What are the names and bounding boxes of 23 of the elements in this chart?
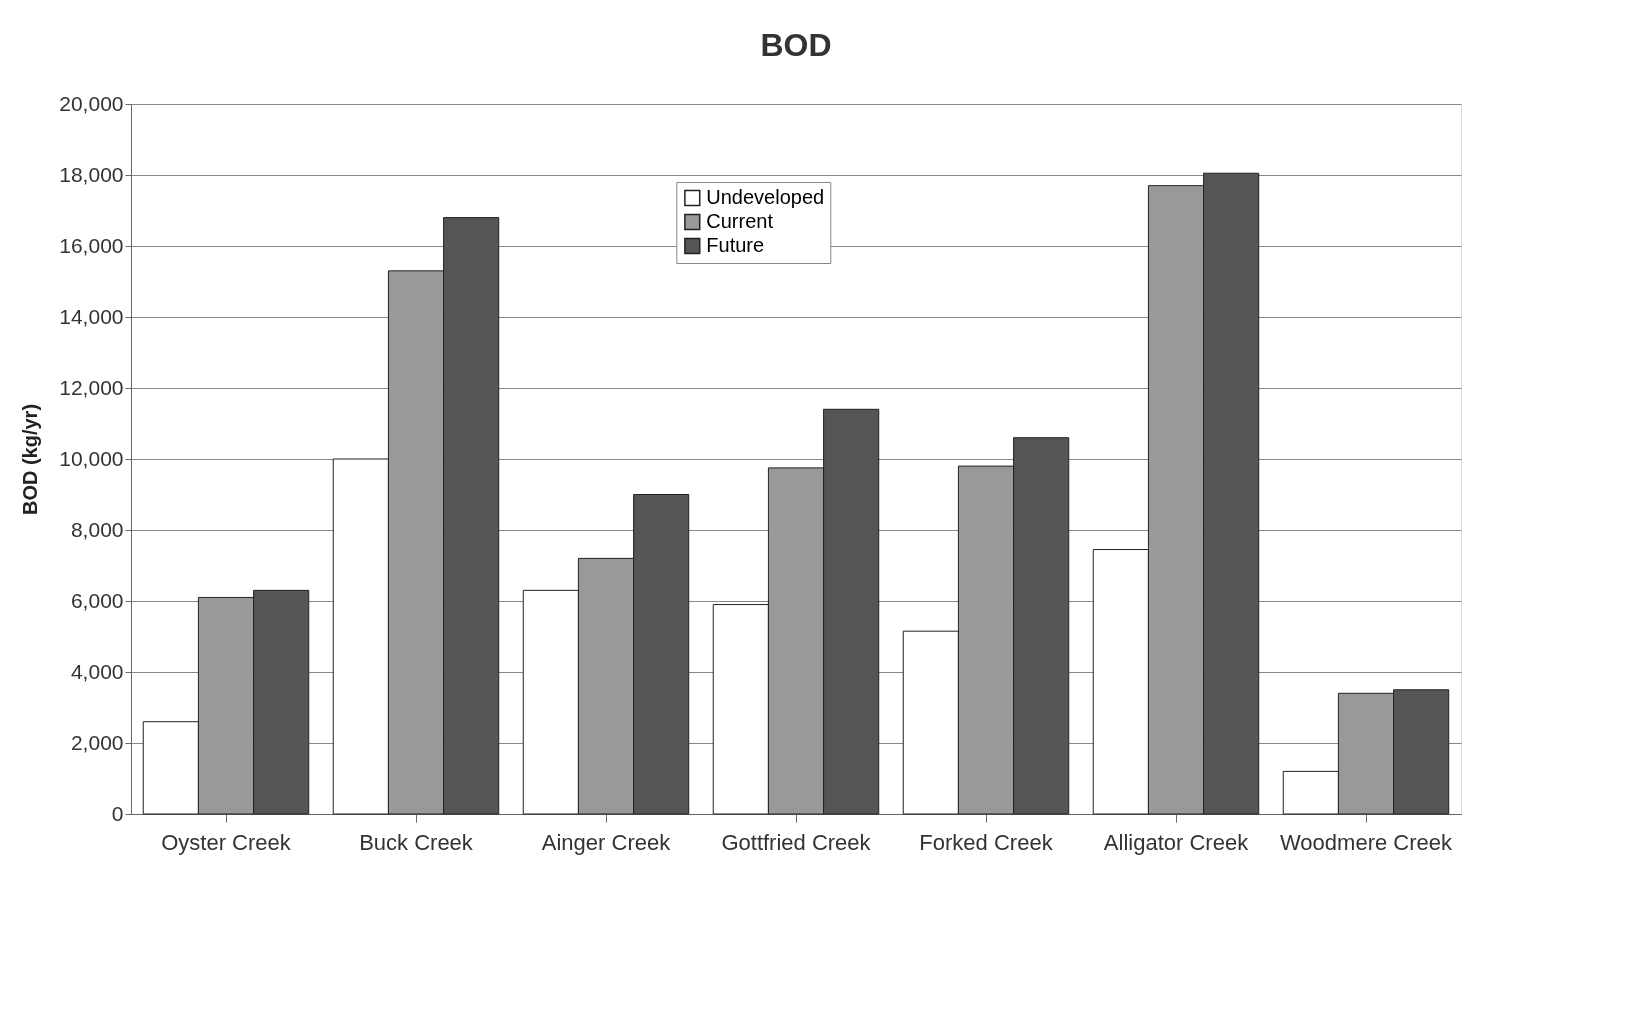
y-tick-label: 16,000	[59, 233, 124, 257]
y-tick-label: 6,000	[70, 588, 124, 612]
y-tick-label: 18,000	[59, 162, 124, 186]
x-tick-label: Buck Creek	[359, 829, 474, 855]
chart-title: BOD	[760, 27, 832, 63]
x-tick-label: Woodmere Creek	[1280, 829, 1453, 855]
x-tick-label: Alligator Creek	[1103, 829, 1250, 855]
y-tick-label: 12,000	[59, 375, 124, 399]
legend-label: Current	[706, 210, 774, 232]
y-tick-label: 10,000	[59, 446, 124, 470]
y-tick-label: 14,000	[59, 304, 124, 328]
x-tick-label: Ainger Creek	[541, 829, 672, 855]
x-tick-label: Gottfried Creek	[721, 829, 872, 855]
y-axis-title: BOD (kg/yr)	[19, 403, 42, 516]
y-tick-label: 0	[111, 801, 124, 825]
x-tick-label: Oyster Creek	[161, 829, 292, 855]
legend-label: Future	[706, 234, 765, 256]
x-tick-label: Forked Creek	[919, 829, 1054, 855]
legend-label: Undeveloped	[706, 186, 825, 208]
y-tick-label: 4,000	[70, 659, 124, 683]
y-tick-label: 20,000	[59, 91, 124, 115]
y-tick-label: 2,000	[70, 730, 124, 754]
y-tick-label: 8,000	[70, 517, 124, 541]
